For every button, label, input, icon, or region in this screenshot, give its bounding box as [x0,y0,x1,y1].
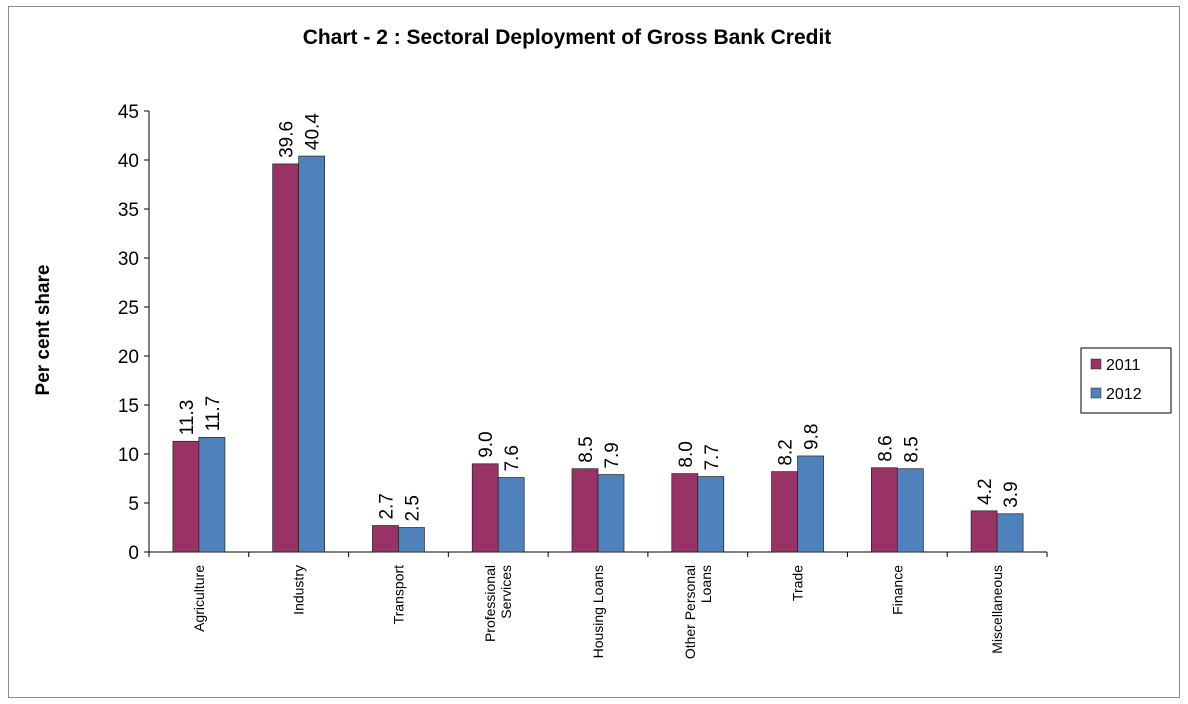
x-category-label: Finance [889,565,905,615]
y-tick-label: 30 [118,249,139,270]
bar-2011 [970,510,998,553]
data-label-2011: 8.5 [576,436,597,462]
bar-2012 [597,474,625,553]
bar-2011 [771,471,798,553]
data-label-2012: 2.5 [402,495,423,521]
data-label-2012: 7.7 [702,444,723,470]
x-category-label: Professional [482,565,498,642]
x-category-label: Housing Loans [590,565,606,658]
legend-swatch-2011 [1090,358,1102,370]
plot-area: 0 5 10 15 20 25 30 35 40 45 11.3 11.7 Agriculture 39.… [118,102,1048,659]
y-tick-label: 5 [128,494,139,515]
bar-2012 [398,527,425,553]
data-label-2011: 8.0 [676,441,697,467]
bar-2012 [797,455,824,553]
chart-title: Chart - 2 : Sectoral Deployment of Gross… [303,26,832,49]
x-category-label: Services [498,565,514,619]
data-label-2011: 2.7 [376,493,397,519]
bar-2012 [996,513,1024,553]
data-label-2011: 8.2 [776,439,797,465]
x-category-label: Agriculture [191,565,207,632]
data-label-2012: 8.5 [901,436,922,462]
y-axis-title: Per cent share [33,265,54,396]
bar-2011 [372,525,399,553]
legend: 2011 2012 [1080,347,1172,414]
x-category-label: Trade [790,565,806,601]
data-label-2012: 7.6 [502,445,523,471]
chart-frame: Chart - 2 : Sectoral Deployment of Gross… [8,6,1180,698]
x-category-label: Other Personal [682,565,698,659]
x-category-label: Miscellaneous [989,565,1005,654]
bar-chart: Chart - 2 : Sectoral Deployment of Gross… [33,26,1172,659]
x-category-label: Loans [698,565,714,603]
bar-2012 [198,436,226,553]
data-label-2011: 9.0 [476,431,497,457]
bar-2012 [497,477,525,553]
legend-label-2011: 2011 [1106,357,1141,374]
y-tick-label: 45 [118,102,139,123]
data-label-2011: 11.3 [177,400,198,436]
bar-2012 [298,155,326,553]
y-tick-label: 15 [118,396,139,417]
legend-label-2012: 2012 [1106,386,1142,403]
y-tick-label: 10 [118,445,139,466]
bar-2011 [172,440,200,553]
data-label-2012: 11.7 [203,396,224,432]
bar-2011 [471,463,499,553]
data-label-2012: 40.4 [303,113,324,150]
legend-box [1080,347,1172,414]
bar-2012 [896,468,924,553]
bar-2011 [571,468,599,553]
data-label-2011: 4.2 [975,478,996,504]
x-category-label: Industry [291,565,307,615]
x-category-label: Transport [390,565,406,625]
y-tick-label: 20 [118,347,139,368]
bar-2011 [272,163,300,553]
data-label-2012: 9.8 [802,424,823,450]
bar-2011 [671,473,699,553]
y-tick-label: 25 [118,298,139,319]
y-tick-label: 40 [118,151,139,172]
y-tick-label: 35 [118,200,139,221]
legend-swatch-2012 [1090,387,1102,399]
bar-2012 [697,476,725,553]
y-tick-label: 0 [128,543,139,564]
data-label-2011: 8.6 [875,435,896,461]
data-label-2011: 39.6 [277,121,298,158]
data-label-2012: 3.9 [1001,481,1022,507]
bar-2011 [870,467,898,553]
data-label-2012: 7.9 [602,442,623,468]
